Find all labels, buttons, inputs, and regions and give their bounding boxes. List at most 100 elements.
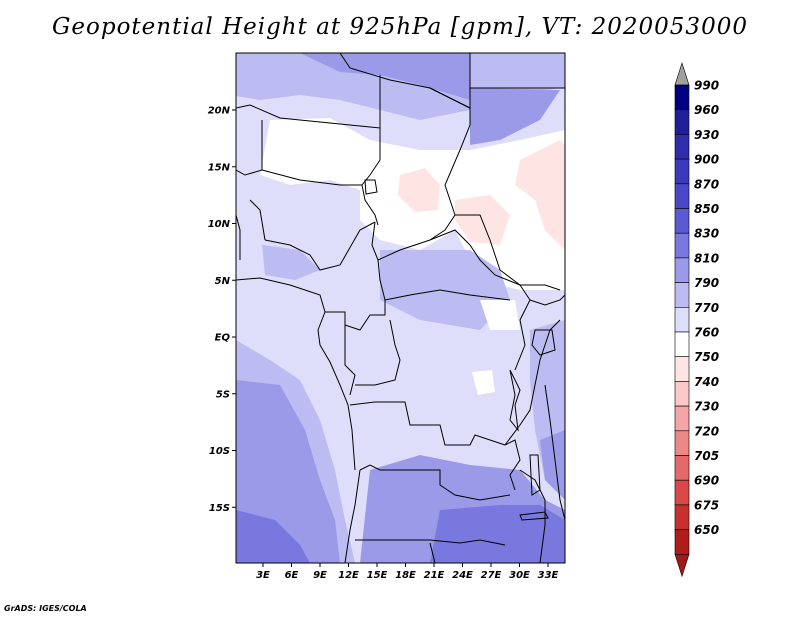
colorbar-top-arrow	[674, 62, 690, 86]
colorbar-swatch	[674, 183, 690, 209]
border-mali	[236, 120, 263, 176]
lon-tick-label: 12E	[338, 570, 359, 581]
border-namibia-angola-west	[344, 469, 361, 563]
map-frame	[235, 52, 566, 564]
colorbar-swatch	[674, 257, 690, 283]
colorbar-label: 720	[694, 424, 719, 438]
lon-tick-label: 15E	[367, 570, 388, 581]
border-namibia-botswana	[355, 539, 506, 546]
lon-tick-label: 27E	[481, 570, 502, 581]
latitude-axis: 20N 15N 10N 5N EQ 5S 10S 15S	[208, 106, 236, 514]
lat-tick-label: 20N	[208, 106, 231, 117]
field-west-770	[236, 175, 360, 265]
lon-tick-label: 21E	[424, 570, 445, 581]
lon-tick-label: 33E	[538, 570, 559, 581]
border-niger-nigeria	[261, 169, 362, 186]
border-chad-west	[361, 159, 381, 226]
border-car-drc	[384, 289, 511, 301]
border-benin	[249, 199, 266, 241]
lake-victoria	[531, 329, 556, 356]
colorbar-swatch	[674, 430, 690, 456]
field-east-810	[470, 88, 560, 145]
lon-tick-label: 3E	[256, 570, 270, 581]
border-mozambique	[519, 469, 546, 563]
lon-tick-label: 18E	[395, 570, 416, 581]
border-drc-uganda	[514, 284, 531, 371]
colorbar-label: 675	[694, 498, 719, 512]
colorbar-swatch	[674, 381, 690, 407]
colorbar-swatch	[674, 529, 690, 555]
colorbar-label: 990	[694, 79, 719, 93]
colorbar-swatch	[674, 331, 690, 358]
border-chad-sudan	[429, 87, 471, 241]
colorbar-swatch	[674, 479, 690, 506]
border-car-south	[377, 229, 521, 286]
colorbar-label: 750	[694, 350, 719, 364]
field-southwest-830	[236, 510, 310, 563]
colorbar-label: 830	[694, 227, 719, 241]
field-northeast-790	[470, 53, 565, 90]
field-low-ethiopia	[515, 140, 565, 250]
longitude-axis: 3E 6E 9E 12E 15E 18E 21E 24E 27E 30E 33E	[256, 563, 559, 581]
colorbar-swatch	[674, 356, 690, 382]
field-central-white	[480, 300, 520, 330]
colorbar-label: 870	[694, 177, 719, 191]
grads-credit: GrADS: IGES/COLA	[4, 604, 87, 613]
lon-tick-label: 24E	[452, 570, 473, 581]
colorbar-label: 930	[694, 128, 719, 142]
colorbar-label: 960	[694, 103, 719, 117]
lat-tick-label: 5N	[215, 276, 231, 287]
field-north-810	[300, 53, 470, 100]
border-angola-zambia	[359, 464, 511, 501]
lake-chad	[364, 179, 378, 195]
colorbar-bottom-arrow	[674, 553, 690, 578]
border-angola-drc	[349, 401, 506, 446]
border-togo	[236, 214, 241, 260]
colorbar-swatch	[674, 405, 690, 432]
lat-tick-label: 15N	[208, 162, 231, 173]
lon-tick-label: 30E	[509, 570, 530, 581]
colorbar-label: 760	[694, 326, 719, 340]
colorbar-label: 770	[694, 301, 719, 315]
border-drc-zambia	[504, 439, 521, 491]
field-central-790	[380, 250, 510, 330]
map-title: Geopotential Height at 925hPa [gpm], VT:…	[52, 14, 748, 40]
lon-tick-label: 6E	[285, 570, 299, 581]
colorbar-label: 790	[694, 276, 719, 290]
lake-kariba	[519, 511, 549, 521]
colorbar-label: 650	[694, 523, 719, 537]
colorbar-label: 900	[694, 153, 719, 167]
lake-tanganyika	[509, 369, 521, 432]
coastline-west	[236, 277, 356, 471]
lat-tick-label: EQ	[215, 333, 231, 344]
lat-tick-label: 10N	[208, 219, 231, 230]
field-low-chad	[398, 168, 440, 212]
lon-tick-label: 9E	[313, 570, 327, 581]
border-tanzania	[504, 319, 561, 446]
lat-tick-label: 10S	[209, 446, 230, 457]
border-kenya	[529, 294, 565, 306]
colorbar-swatch	[674, 208, 690, 234]
colorbar-label: 810	[694, 251, 719, 265]
field-eastcoast-810	[540, 430, 565, 500]
colorbar-label: 705	[694, 449, 719, 463]
colorbar-swatch	[674, 158, 690, 185]
border-south-sudan	[455, 214, 561, 291]
colorbar-swatch	[674, 455, 690, 481]
political-borders	[236, 53, 565, 563]
colorbar-swatch	[674, 84, 690, 111]
colorbar-label: 730	[694, 400, 719, 414]
coastline-east	[544, 384, 565, 521]
border-congo	[355, 319, 401, 386]
colorbar-swatch	[674, 306, 690, 333]
colorbar-swatch	[674, 134, 690, 160]
lakes	[364, 179, 556, 521]
border-gabon	[344, 325, 356, 396]
border-gabon-congo	[325, 300, 386, 331]
field-basin-white	[472, 370, 495, 395]
colorbar-swatch	[674, 109, 690, 135]
colorbar-label: 690	[694, 474, 719, 488]
colorbar-swatch	[674, 232, 690, 259]
lake-malawi	[529, 454, 541, 496]
